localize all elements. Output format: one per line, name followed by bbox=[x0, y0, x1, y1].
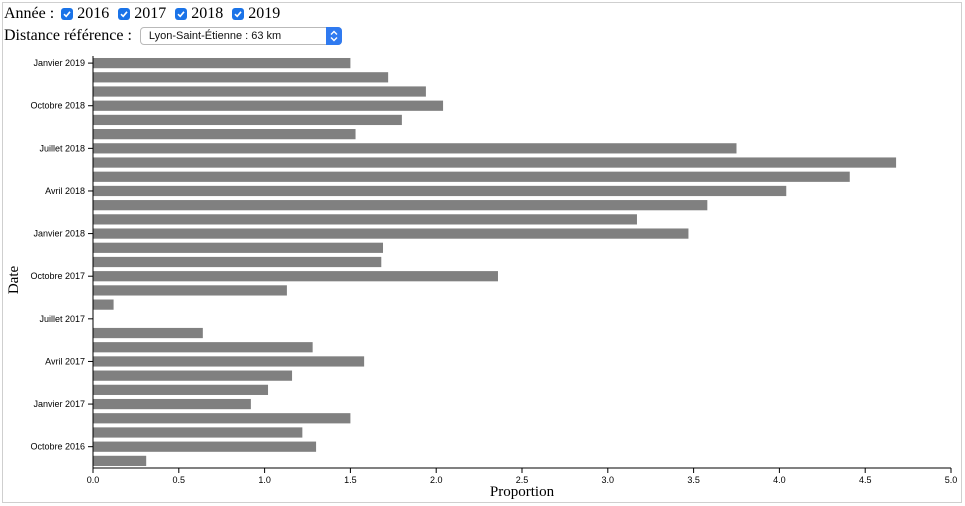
x-tick-label: 1.5 bbox=[344, 475, 357, 485]
bar-2018-04 bbox=[93, 185, 787, 197]
bar-2017-09 bbox=[93, 285, 287, 296]
bar-2017-01 bbox=[93, 398, 251, 410]
controls-panel: Année : 2016 2017 2018 2019 Distance référe… bbox=[4, 4, 342, 47]
bar-2018-01 bbox=[93, 228, 689, 239]
bar-2018-03 bbox=[93, 200, 708, 211]
checkbox-checked-icon[interactable] bbox=[61, 8, 74, 20]
x-tick-label: 3.5 bbox=[687, 475, 700, 485]
year-checkbox-label: 2019 bbox=[248, 5, 281, 22]
bar-2017-12 bbox=[93, 242, 384, 253]
distance-select[interactable]: Lyon-Saint-Étienne : 63 km bbox=[139, 27, 342, 45]
checkbox-checked-icon[interactable] bbox=[175, 8, 188, 20]
y-tick-label: Avril 2018 bbox=[45, 186, 85, 196]
year-checkbox-list: 2016 2017 2018 2019 bbox=[58, 5, 286, 23]
x-tick-label: 2.5 bbox=[516, 475, 529, 485]
year-checkbox-2018[interactable]: 2018 bbox=[172, 5, 223, 23]
year-checkbox-label: 2018 bbox=[191, 5, 224, 22]
bar-2018-06 bbox=[93, 157, 897, 168]
bar-2018-05 bbox=[93, 171, 850, 182]
bar-2018-11 bbox=[93, 86, 426, 97]
x-tick-label: 1.0 bbox=[258, 475, 271, 485]
year-checkbox-2017[interactable]: 2017 bbox=[115, 5, 166, 23]
distance-label: Distance référence : bbox=[4, 27, 132, 44]
bar-2017-06 bbox=[93, 327, 203, 339]
bar-2018-10 bbox=[93, 100, 444, 111]
bar-2017-08 bbox=[93, 299, 114, 310]
year-label: Année : bbox=[4, 5, 55, 22]
x-axis: 0.0 0.5 1.0 1.5 2.0 2.5 3.0 3.5 4.0 4.5 5.0 bbox=[87, 467, 958, 485]
year-filter: Année : 2016 2017 2018 2019 bbox=[4, 4, 342, 24]
bar-2017-02 bbox=[93, 384, 269, 395]
bar-2017-05 bbox=[93, 342, 313, 353]
checkbox-checked-icon[interactable] bbox=[232, 8, 245, 20]
y-tick-label: Avril 2017 bbox=[45, 356, 85, 366]
bar-2018-09 bbox=[93, 114, 402, 126]
y-tick-label: Octobre 2018 bbox=[30, 101, 85, 111]
select-arrows-icon bbox=[325, 27, 342, 45]
year-checkbox-2019[interactable]: 2019 bbox=[229, 5, 280, 23]
year-checkbox-label: 2016 bbox=[77, 5, 110, 22]
y-tick-label: Juillet 2017 bbox=[39, 314, 85, 324]
bar-2016-09 bbox=[93, 455, 147, 467]
bar-2018-02 bbox=[93, 214, 637, 225]
x-tick-label: 0.5 bbox=[173, 475, 186, 485]
x-tick-label: 5.0 bbox=[945, 475, 958, 485]
bar-2018-07 bbox=[93, 143, 737, 154]
bar-2016-11 bbox=[93, 427, 303, 438]
bar-2018-12 bbox=[93, 72, 389, 83]
distance-select-value: Lyon-Saint-Étienne : 63 km bbox=[148, 30, 282, 42]
year-checkbox-label: 2017 bbox=[134, 5, 167, 22]
bar-2017-10 bbox=[93, 271, 498, 282]
bar-2018-08 bbox=[93, 129, 356, 140]
bar-2017-03 bbox=[93, 370, 293, 381]
y-tick-label: Janvier 2019 bbox=[33, 58, 85, 68]
y-tick-label: Janvier 2018 bbox=[33, 229, 85, 239]
y-tick-label: Octobre 2017 bbox=[30, 271, 85, 281]
distance-filter: Distance référence : Lyon-Saint-Étienne … bbox=[4, 25, 342, 47]
x-tick-label: 0.0 bbox=[87, 475, 100, 485]
y-axis: Janvier 2019 Octobre 2018 Juillet 2018 Avri… bbox=[30, 56, 94, 468]
y-tick-label: Octobre 2016 bbox=[30, 442, 85, 452]
x-tick-label: 4.0 bbox=[773, 475, 786, 485]
y-axis-title: Date bbox=[6, 266, 22, 295]
year-checkbox-2016[interactable]: 2016 bbox=[58, 5, 109, 23]
x-tick-label: 4.5 bbox=[859, 475, 872, 485]
y-tick-label: Janvier 2017 bbox=[33, 399, 85, 409]
x-tick-label: 2.0 bbox=[430, 475, 443, 485]
checkbox-checked-icon[interactable] bbox=[118, 8, 131, 20]
bar-2016-12 bbox=[93, 413, 351, 424]
bar-2017-11 bbox=[93, 256, 382, 268]
x-axis-title: Proportion bbox=[490, 484, 555, 500]
x-tick-label: 3.0 bbox=[602, 475, 615, 485]
bar-2016-10 bbox=[93, 441, 317, 452]
y-tick-label: Juillet 2018 bbox=[39, 143, 85, 153]
bar-2019-01 bbox=[93, 57, 351, 69]
bar-2017-04 bbox=[93, 356, 365, 367]
bars-group bbox=[93, 57, 897, 467]
